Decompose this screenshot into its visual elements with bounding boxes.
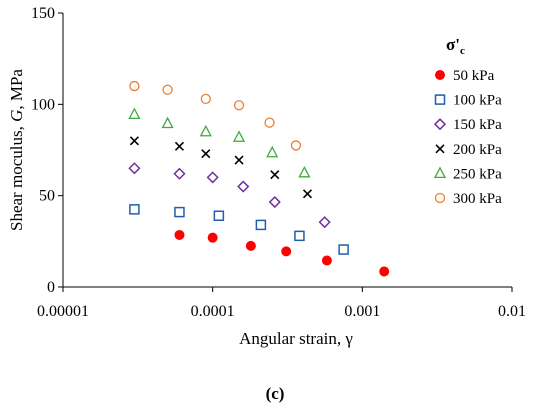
data-point	[128, 107, 141, 120]
series-2	[128, 162, 331, 229]
legend-label: 50 kPa	[453, 68, 495, 84]
legend-label: 250 kPa	[453, 166, 502, 182]
data-point	[318, 216, 331, 229]
data-point	[302, 189, 313, 199]
data-point	[174, 229, 185, 240]
legend-marker	[433, 166, 447, 179]
data-point	[129, 204, 140, 215]
legend-label: 100 kPa	[453, 93, 502, 109]
data-point	[268, 195, 281, 209]
data-point	[237, 180, 250, 193]
data-point	[129, 80, 140, 92]
legend-marker	[435, 70, 445, 80]
legend-entry: 300 kPa	[434, 191, 502, 207]
legend-entry: 50 kPa	[435, 68, 495, 84]
data-point	[174, 141, 185, 151]
legend-marker	[433, 118, 447, 131]
data-point	[294, 230, 305, 242]
data-point	[266, 145, 279, 158]
legend: σ'c 50 kPa 100 kPa 150 kPa 200 kPa 250 kPa 30…	[433, 35, 502, 207]
legend-marker	[435, 144, 445, 154]
series-4	[128, 107, 311, 178]
data-point	[233, 100, 245, 111]
legend-marker	[434, 94, 446, 105]
y-tick-label: 50	[39, 188, 55, 205]
data-point	[128, 162, 141, 175]
data-point	[290, 140, 302, 151]
y-axis-title: Shear moculus, G, MPa	[7, 69, 26, 231]
x-tick-label: 0.001	[344, 303, 380, 320]
data-point	[201, 149, 211, 159]
data-point	[206, 171, 219, 184]
figure-caption: (c)	[266, 384, 285, 403]
legend-marker	[434, 192, 446, 204]
data-point	[379, 266, 390, 277]
legend-entry: 150 kPa	[433, 117, 502, 133]
ticks: 0 50 100 150 0.00001 0.0001 0.001 0.01	[31, 5, 526, 320]
axes	[62, 13, 512, 288]
y-tick-label: 150	[31, 5, 55, 22]
data-point	[264, 117, 275, 128]
legend-title-sub: c	[460, 45, 465, 57]
data-point	[129, 136, 139, 146]
data-point	[173, 167, 186, 180]
legend-entry: 250 kPa	[433, 166, 502, 182]
data-point	[255, 219, 267, 231]
x-axis-title: Angular strain, γ	[239, 329, 353, 348]
legend-title-main: σ'	[446, 35, 460, 54]
legend-label: 150 kPa	[453, 117, 502, 133]
x-tick-label: 0.00001	[37, 303, 89, 320]
series-3	[129, 136, 313, 199]
legend-entry: 100 kPa	[434, 93, 502, 109]
data-point	[298, 165, 311, 178]
data-point	[161, 116, 174, 129]
data-point	[207, 232, 218, 243]
y-tick-label: 0	[47, 279, 55, 296]
legend-entry: 200 kPa	[435, 142, 502, 158]
legend-label: 300 kPa	[453, 191, 502, 207]
data-point	[232, 130, 246, 142]
series-1	[129, 204, 349, 255]
data-point	[200, 93, 211, 105]
data-points	[128, 80, 390, 277]
y-axis-title-part-3: , MPa	[7, 69, 26, 110]
y-axis-title-part-1: Shear moculus,	[7, 122, 26, 231]
x-tick-label: 0.0001	[191, 303, 235, 320]
series-0	[174, 229, 390, 277]
legend-title: σ'c	[446, 35, 465, 57]
data-point	[174, 206, 185, 218]
y-tick-label: 100	[31, 96, 55, 113]
data-point	[199, 124, 212, 137]
data-point	[338, 244, 349, 255]
data-point	[281, 246, 292, 257]
series-5	[129, 80, 302, 151]
x-tick-label: 0.01	[498, 303, 526, 320]
data-point	[245, 240, 256, 251]
y-axis-title-part-2: G	[7, 110, 26, 122]
data-point	[321, 255, 332, 266]
data-point	[270, 170, 280, 180]
data-point	[234, 155, 244, 165]
data-point	[213, 210, 225, 222]
legend-label: 200 kPa	[453, 142, 502, 158]
data-point	[162, 84, 173, 95]
